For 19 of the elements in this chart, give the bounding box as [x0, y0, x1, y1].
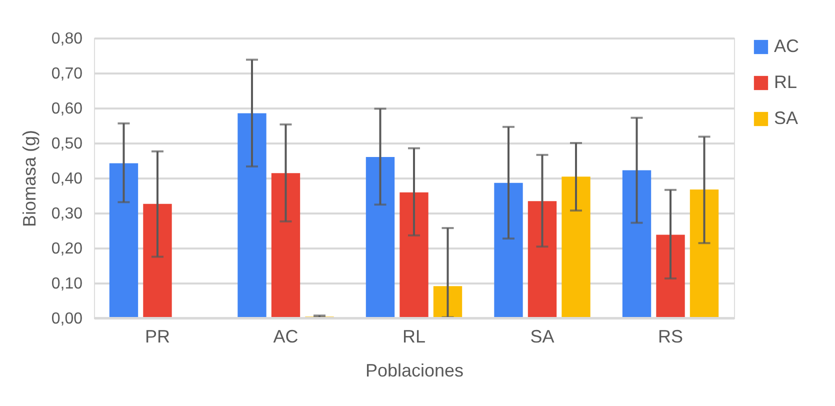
y-tick-label: 0,10 [51, 276, 83, 292]
y-tick-label: 0,30 [51, 206, 83, 222]
x-tick-label: RS [658, 326, 684, 346]
legend-label: SA [774, 108, 798, 128]
y-tick-label: 0,50 [51, 136, 83, 152]
y-tick-label: 0,60 [51, 100, 83, 118]
x-tick-label: SA [530, 326, 554, 346]
y-tick-label: 0,00 [51, 310, 83, 328]
y-axis-title: Biomasa (g) [19, 130, 40, 228]
x-tick-label: PR [144, 326, 170, 346]
x-tick-label: RL [402, 326, 426, 346]
x-tick-label: AC [273, 326, 298, 346]
legend-label: RL [774, 72, 798, 92]
y-tick-label: 0,20 [51, 240, 83, 258]
y-tick-label: 0,70 [51, 66, 83, 82]
y-tick-label: 0,40 [51, 170, 83, 188]
x-axis-title: Poblaciones [365, 360, 464, 380]
y-tick-label: 0,80 [51, 30, 83, 48]
legend-label: AC [774, 36, 800, 56]
